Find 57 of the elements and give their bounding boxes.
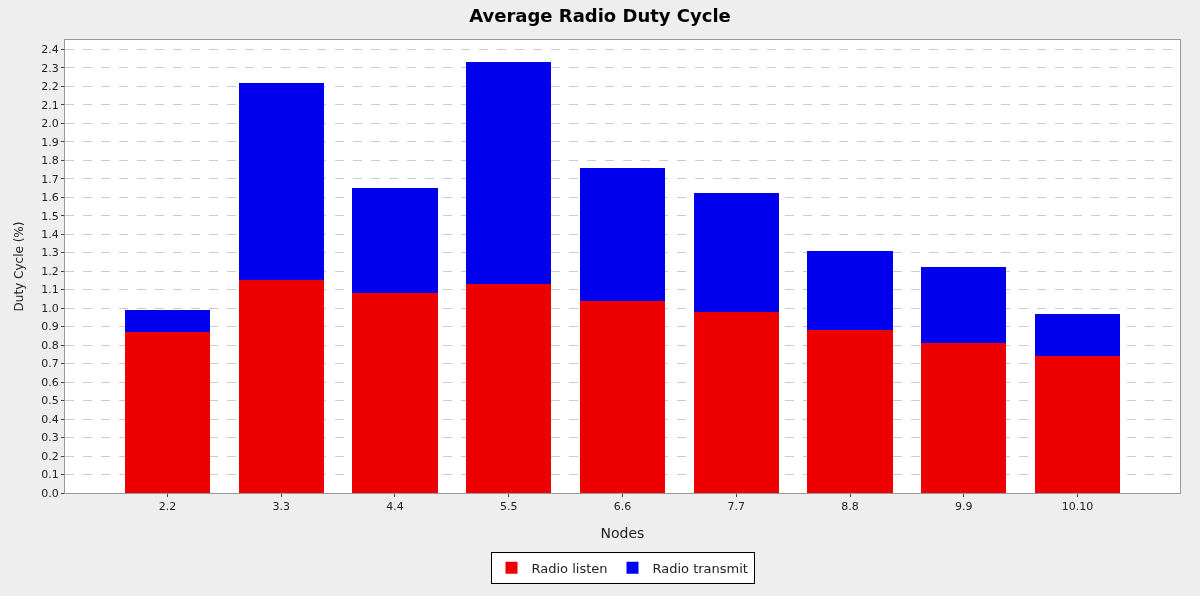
bar <box>124 332 211 493</box>
y-tick-label: 0.1 <box>41 468 59 482</box>
y-tick-label: 1.6 <box>41 191 59 205</box>
y-tick-label: 0.8 <box>41 338 59 352</box>
bar <box>352 293 438 493</box>
bar <box>807 330 893 493</box>
x-tick-label: 3.3 <box>272 500 290 514</box>
bar <box>693 311 779 493</box>
y-tick-label: 1.4 <box>41 227 59 241</box>
x-tick-label: 9.9 <box>955 500 973 514</box>
x-tick-label: 5.5 <box>499 500 518 514</box>
y-tick-label: 2.0 <box>41 117 59 131</box>
bar <box>466 284 552 493</box>
y-tick-label: 1.2 <box>41 264 59 278</box>
bar <box>466 62 552 285</box>
y-tick-label: 1.3 <box>41 246 59 260</box>
y-tick-label: 2.1 <box>41 98 59 112</box>
x-tick-label: 8.8 <box>841 500 859 514</box>
x-tick-label: 7.7 <box>727 500 746 514</box>
bar <box>1034 313 1121 357</box>
y-tick-label: 0.2 <box>41 449 59 463</box>
y-tick-label: 1.7 <box>41 172 59 186</box>
bar <box>352 187 438 294</box>
y-tick-label: 0.4 <box>41 412 59 426</box>
y-tick-label: 1.0 <box>41 301 59 315</box>
y-tick-label: 0.5 <box>41 394 59 408</box>
y-tick-label: 0.3 <box>41 431 59 445</box>
bar <box>921 343 1007 493</box>
bar <box>807 250 893 331</box>
x-tick-label: 6.6 <box>613 500 632 514</box>
y-tick-label: 2.4 <box>41 43 59 57</box>
y-tick-label: 2.2 <box>41 80 59 94</box>
y-tick-label: 1.9 <box>41 135 59 149</box>
chart-title: Average Radio Duty Cycle <box>469 4 731 26</box>
bar <box>579 300 666 493</box>
y-tick-label: 1.1 <box>41 283 59 297</box>
bar <box>1034 356 1121 493</box>
y-tick-label: 1.5 <box>41 209 59 223</box>
y-tick-label: 1.8 <box>41 154 59 168</box>
bar <box>238 82 324 281</box>
y-tick-label: 0.0 <box>41 486 59 500</box>
y-tick-label: 2.3 <box>41 61 59 75</box>
bar <box>921 267 1007 344</box>
y-axis-title: Duty Cycle (%) <box>11 221 26 312</box>
y-tick-label: 0.7 <box>41 357 59 371</box>
x-tick-label: 2.2 <box>158 500 177 514</box>
x-tick-label: 10.10 <box>1061 500 1094 514</box>
x-tick-label: 4.4 <box>386 500 404 514</box>
bar <box>693 193 779 312</box>
bar <box>238 280 324 493</box>
y-tick-label: 0.9 <box>41 320 59 334</box>
x-axis-title: Nodes <box>600 524 645 541</box>
legend-label: Radio transmit <box>652 560 748 576</box>
y-tick-label: 0.6 <box>41 375 59 389</box>
bar <box>579 167 666 301</box>
legend-label: Radio listen <box>531 560 608 576</box>
bar <box>124 309 211 333</box>
